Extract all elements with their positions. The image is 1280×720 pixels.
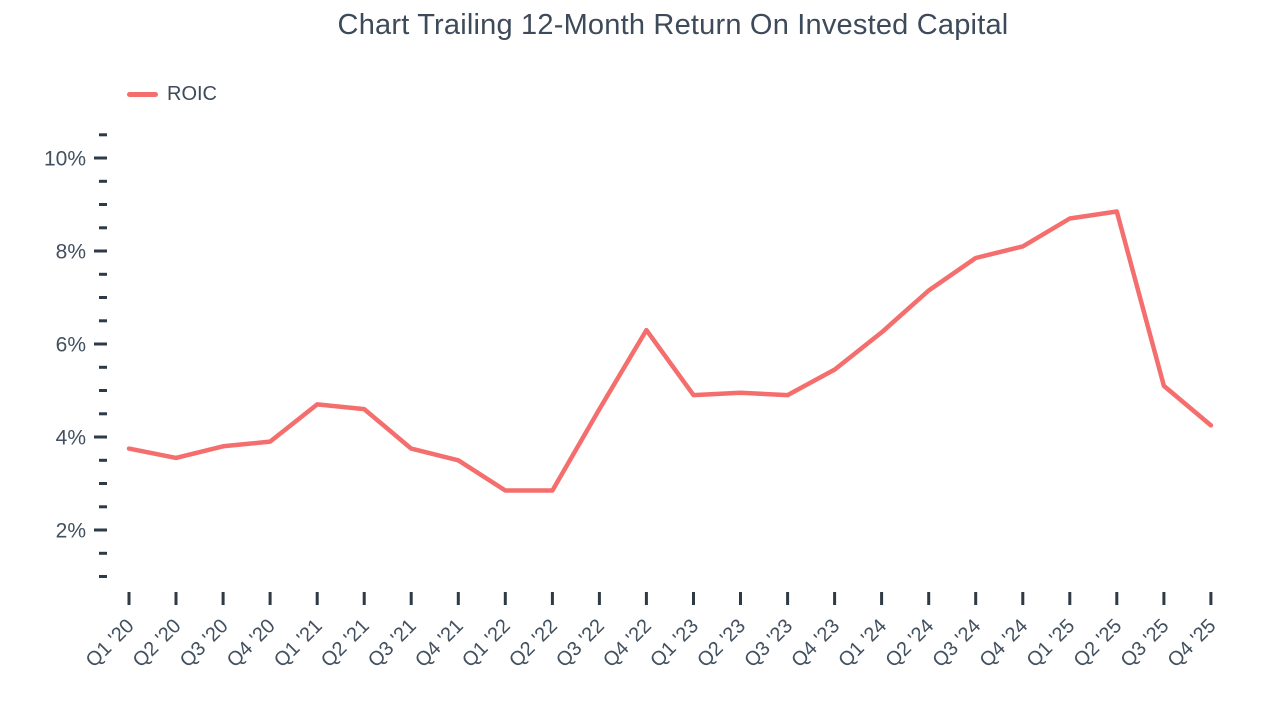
x-axis-tick-label: Q2 '21 xyxy=(317,615,374,672)
chart-title: Chart Trailing 12-Month Return On Invest… xyxy=(337,9,1009,41)
x-axis-tick-label: Q2 '20 xyxy=(129,615,186,672)
legend-label: ROIC xyxy=(167,83,217,105)
y-axis-tick-label: 8% xyxy=(56,241,86,264)
x-axis-tick-label: Q3 '25 xyxy=(1117,615,1174,672)
x-axis-tick-label: Q1 '24 xyxy=(834,615,891,672)
x-axis-tick-label: Q3 '22 xyxy=(552,615,609,672)
x-axis-tick-label: Q1 '21 xyxy=(270,615,327,672)
x-axis-tick-label: Q3 '20 xyxy=(176,615,233,672)
legend: ROIC xyxy=(127,83,217,106)
x-axis-tick-label: Q3 '24 xyxy=(928,615,985,672)
x-axis-tick-label: Q1 '20 xyxy=(82,615,139,672)
x-axis-tick-label: Q4 '20 xyxy=(223,615,280,672)
x-axis-tick-label: Q2 '25 xyxy=(1070,615,1127,672)
x-axis-tick-label: Q4 '25 xyxy=(1164,615,1221,672)
y-axis-tick-label: 6% xyxy=(56,334,86,357)
x-axis-tick-label: Q4 '22 xyxy=(599,615,656,672)
legend-line-swatch xyxy=(127,92,158,97)
y-axis-tick-label: 10% xyxy=(44,148,86,171)
x-axis-tick-label: Q3 '23 xyxy=(740,615,797,672)
x-axis-tick-label: Q3 '21 xyxy=(364,615,421,672)
x-axis-tick-label: Q2 '23 xyxy=(693,615,750,672)
series-line-roic[interactable] xyxy=(126,209,1214,493)
y-axis-tick-label: 2% xyxy=(56,520,86,543)
x-axis-tick-label: Q4 '23 xyxy=(787,615,844,672)
x-axis-tick-label: Q1 '25 xyxy=(1023,615,1080,672)
x-axis-tick-label: Q4 '21 xyxy=(411,615,468,672)
x-axis-tick-label: Q1 '23 xyxy=(646,615,703,672)
x-axis-tick-label: Q2 '24 xyxy=(881,615,938,672)
x-axis-tick-label: Q1 '22 xyxy=(458,615,515,672)
x-axis-tick-label: Q2 '22 xyxy=(505,615,562,672)
x-axis-tick-label: Q4 '24 xyxy=(976,615,1033,672)
legend-item-roic[interactable]: ROIC xyxy=(127,83,217,106)
y-axis-tick-label: 4% xyxy=(56,427,86,450)
